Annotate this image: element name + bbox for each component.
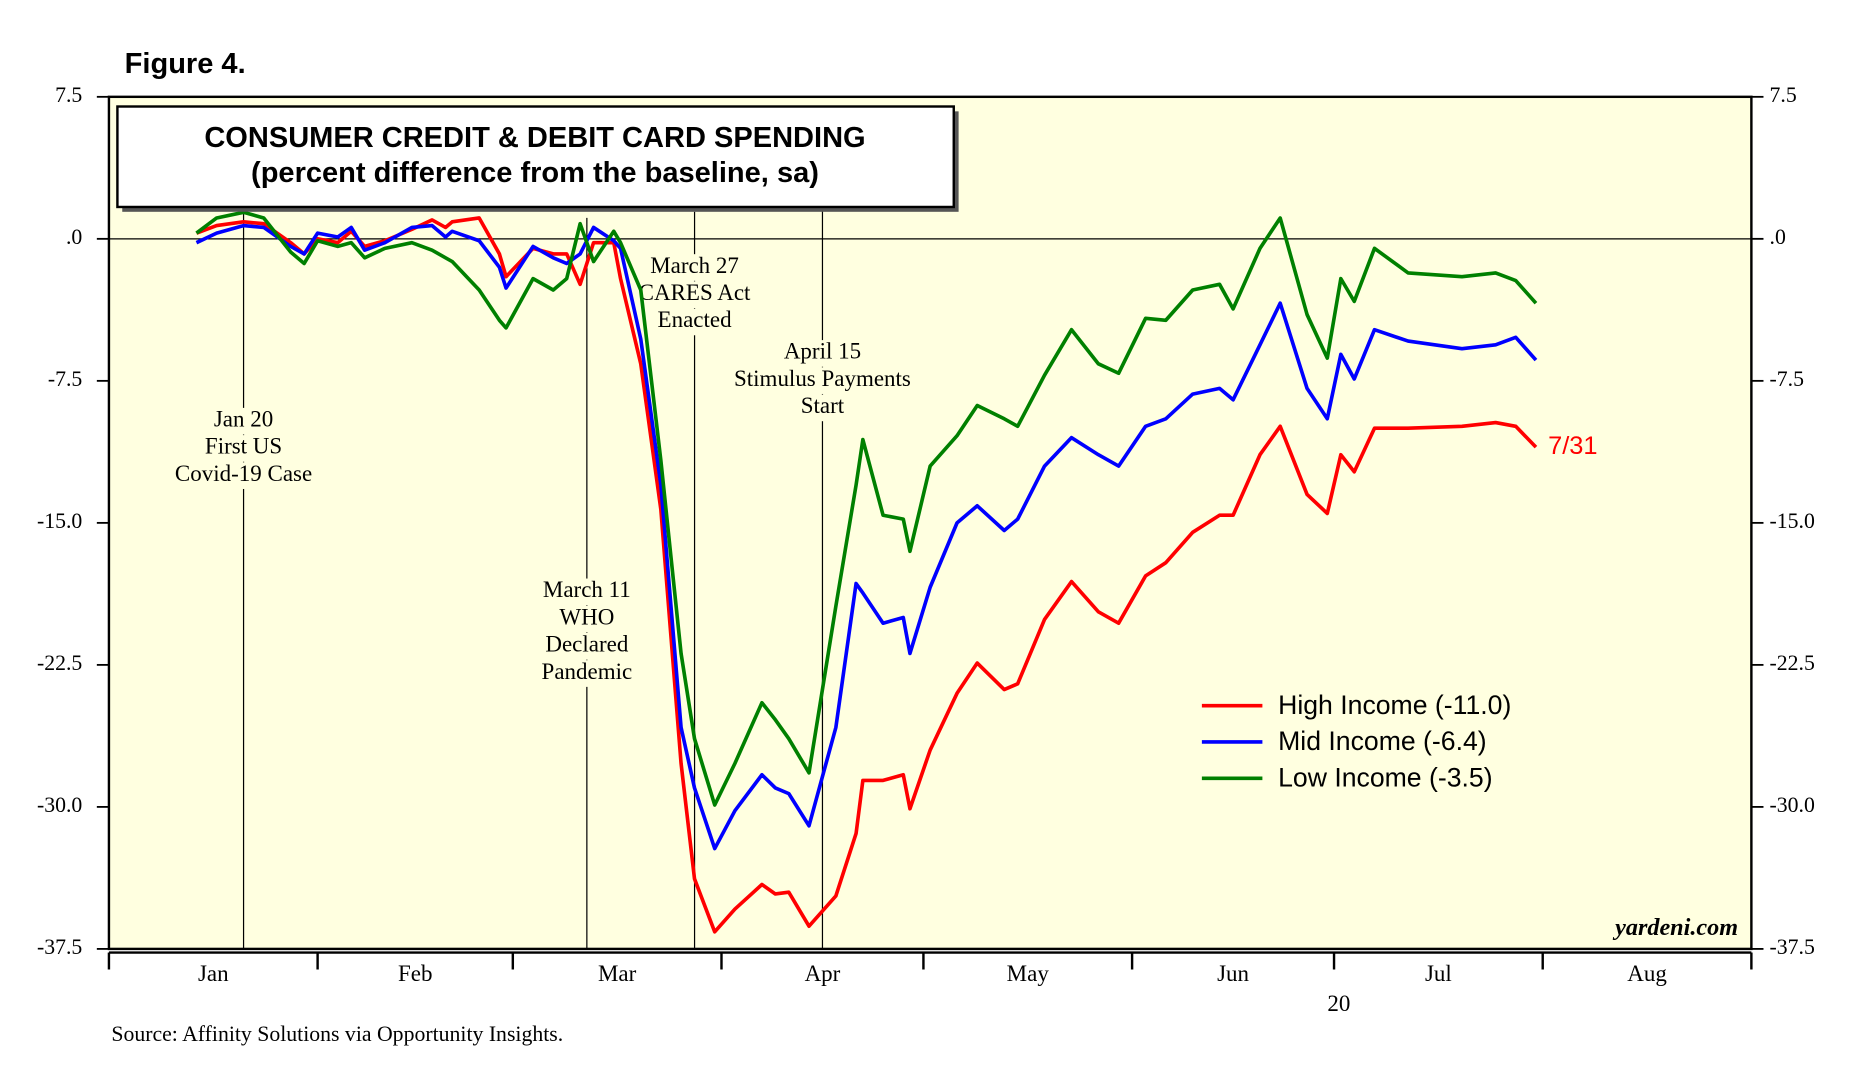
event-label: WHO [559, 604, 614, 629]
legend-label: Low Income (-3.5) [1278, 762, 1492, 792]
year-label: 20 [1327, 991, 1350, 1016]
event-label: Stimulus Payments [734, 366, 911, 391]
title-box [116, 105, 955, 209]
event-label-bg [636, 281, 753, 309]
y-tick-label: 7.5 [55, 83, 82, 107]
x-tick-label: Jan [198, 961, 229, 986]
chart-subtitle: (percent difference from the baseline, s… [251, 157, 819, 189]
event-label: March 27 [650, 253, 739, 278]
event-label-bg [172, 462, 315, 489]
event-label-bg [731, 367, 914, 394]
series-line [195, 223, 1538, 851]
legend-label: Mid Income (-6.4) [1278, 726, 1487, 756]
event-label: First US [205, 434, 282, 459]
event-label-bg [202, 435, 285, 462]
y-tick-label: -7.5 [48, 367, 83, 391]
x-tick-label: Mar [598, 961, 637, 986]
x-tick-label: May [1007, 961, 1050, 986]
y-tick-label: -22.5 [37, 651, 82, 675]
y-tick-label: -30.0 [37, 793, 82, 817]
event-label: Enacted [658, 307, 733, 332]
series-line [195, 210, 1538, 807]
event-label: Covid-19 Case [175, 461, 312, 486]
x-tick-label: Aug [1627, 961, 1667, 986]
event-label: April 15 [784, 339, 861, 364]
source-note: Source: Affinity Solutions via Opportuni… [111, 1022, 563, 1046]
y2-tick-label: 7.5 [1770, 83, 1797, 107]
x-tick-label: Jul [1425, 961, 1452, 986]
event-label-bg [781, 340, 864, 367]
x-tick-label: Feb [398, 961, 432, 986]
y2-tick-label: .0 [1770, 225, 1786, 249]
x-tick-label: Apr [805, 961, 841, 986]
event-label-bg [539, 660, 635, 687]
y-tick-label: -37.5 [37, 935, 82, 959]
legend-label: High Income (-11.0) [1278, 690, 1511, 720]
chart-title: CONSUMER CREDIT & DEBIT CARD SPENDING [204, 122, 865, 154]
y2-tick-label: -15.0 [1770, 509, 1815, 533]
event-label-bg [647, 254, 742, 281]
event-label-bg [556, 605, 617, 633]
event-label-bg [540, 578, 634, 606]
y2-tick-label: -22.5 [1770, 651, 1815, 675]
x-tick-label: Jun [1217, 961, 1249, 986]
plot-background [108, 96, 1752, 949]
y-tick-label: -15.0 [37, 509, 82, 533]
event-label: Start [801, 393, 845, 418]
event-label-bg [211, 407, 276, 435]
y2-tick-label: -37.5 [1770, 935, 1815, 959]
event-label: Pandemic [542, 659, 633, 684]
figure-label: Figure 4. [125, 48, 246, 80]
end-label: 7/31 [1548, 432, 1597, 460]
event-label-bg [798, 394, 847, 422]
event-label-bg [655, 308, 734, 336]
event-label: CARES Act [639, 280, 751, 305]
plot-border [107, 95, 1753, 951]
event-label: March 11 [543, 577, 631, 602]
y2-tick-label: -30.0 [1770, 793, 1815, 817]
y-tick-label: .0 [66, 225, 82, 249]
event-label-bg [542, 633, 631, 660]
y2-tick-label: -7.5 [1770, 367, 1805, 391]
event-label: Declared [545, 632, 628, 657]
watermark: yardeni.com [1612, 914, 1738, 941]
event-label: Jan 20 [214, 406, 273, 431]
